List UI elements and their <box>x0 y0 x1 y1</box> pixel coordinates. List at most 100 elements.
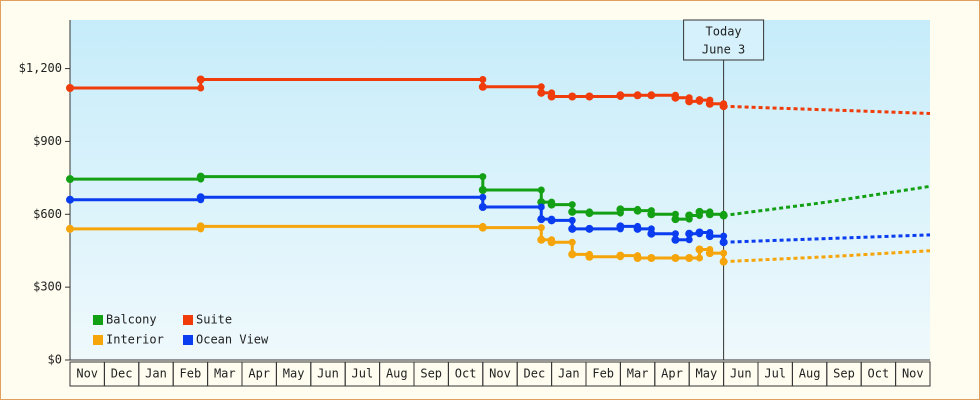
price-point <box>685 211 694 220</box>
price-point <box>695 207 704 216</box>
price-point <box>478 203 487 211</box>
step-end-dot <box>685 236 693 244</box>
price-point <box>478 223 487 232</box>
price-point <box>695 96 704 105</box>
price-point <box>547 238 556 247</box>
price-point <box>685 97 694 106</box>
price-point <box>647 210 656 219</box>
x-tick-label: Jun <box>730 367 752 381</box>
x-tick-label: Nov <box>76 367 98 381</box>
price-point <box>647 91 656 100</box>
price-point <box>66 195 74 204</box>
price-point <box>585 209 594 218</box>
price-point <box>633 224 642 233</box>
month-cell <box>895 361 931 387</box>
price-point <box>196 172 205 181</box>
price-point <box>671 93 680 102</box>
price-point <box>66 175 74 184</box>
step-end-dot <box>568 238 576 246</box>
x-tick-label: Dec <box>111 367 133 381</box>
price-point <box>66 84 74 92</box>
y-tick-label: $300 <box>33 280 62 294</box>
x-tick-label: Nov <box>902 367 924 381</box>
step-end-dot <box>720 232 728 240</box>
price-point <box>647 229 656 238</box>
price-point <box>547 200 556 209</box>
price-point <box>616 205 625 214</box>
legend-swatch <box>183 335 193 345</box>
price-point <box>705 210 714 219</box>
x-tick-label: Aug <box>386 367 408 381</box>
x-tick-label: Feb <box>592 367 614 381</box>
x-tick-label: Jan <box>558 367 580 381</box>
x-tick-label: May <box>696 367 718 381</box>
x-tick-label: Oct <box>868 367 890 381</box>
x-tick-label: Nov <box>489 367 511 381</box>
x-tick-label: Apr <box>248 367 270 381</box>
price-point <box>478 186 487 194</box>
y-tick-label: $900 <box>33 134 62 148</box>
legend-label: Balcony <box>106 313 157 327</box>
price-point <box>695 228 704 237</box>
price-point <box>705 249 714 258</box>
legend-swatch <box>93 315 103 325</box>
legend-label: Interior <box>106 333 164 347</box>
x-tick-label: Sep <box>420 367 442 381</box>
price-point <box>66 224 74 233</box>
price-point <box>705 232 714 241</box>
x-tick-label: Oct <box>455 367 477 381</box>
price-point <box>695 245 704 254</box>
step-end-dot <box>568 216 576 224</box>
step-end-dot <box>479 76 487 83</box>
x-tick-label: Feb <box>180 367 202 381</box>
price-point <box>196 193 205 202</box>
x-tick-label: Sep <box>833 367 855 381</box>
legend-label: Suite <box>196 313 232 327</box>
x-tick-label: Aug <box>799 367 821 381</box>
price-point <box>616 222 625 231</box>
today-label: June 3 <box>702 43 745 57</box>
step-end-dot <box>696 254 704 262</box>
price-point <box>537 235 546 244</box>
price-point <box>671 235 680 244</box>
step-end-dot <box>537 83 545 91</box>
price-point <box>537 215 546 224</box>
step-end-dot <box>537 203 545 211</box>
price-point <box>196 222 205 231</box>
x-tick-label: Apr <box>661 367 683 381</box>
today-label: Today <box>706 25 742 39</box>
today-box <box>683 19 765 61</box>
price-point <box>685 229 694 238</box>
x-tick-label: Jul <box>764 367 786 381</box>
price-point <box>685 254 694 262</box>
price-point <box>547 216 556 225</box>
y-tick-label: $1,200 <box>19 61 62 75</box>
price-point <box>568 224 577 233</box>
price-point <box>633 254 642 262</box>
price-point <box>705 99 714 108</box>
y-tick-label: $0 <box>48 353 62 367</box>
price-point <box>568 207 577 216</box>
price-point <box>671 215 680 224</box>
x-tick-label: Jul <box>352 367 374 381</box>
price-point <box>616 91 625 100</box>
step-end-dot <box>479 193 487 201</box>
price-point <box>671 254 680 262</box>
x-tick-label: Mar <box>627 367 649 381</box>
step-end-dot <box>671 230 679 238</box>
price-point <box>537 88 546 97</box>
step-end-dot <box>537 224 545 232</box>
price-point <box>585 224 594 233</box>
price-point <box>547 92 556 101</box>
price-point <box>585 92 594 101</box>
price-point <box>585 252 594 261</box>
step-end-dot <box>720 249 728 257</box>
y-tick-label: $600 <box>33 207 62 221</box>
x-tick-label: Jan <box>145 367 167 381</box>
price-point <box>633 91 642 100</box>
x-tick-label: Mar <box>214 367 236 381</box>
price-point <box>647 254 656 262</box>
x-tick-label: Jun <box>317 367 339 381</box>
legend-swatch <box>183 315 193 325</box>
